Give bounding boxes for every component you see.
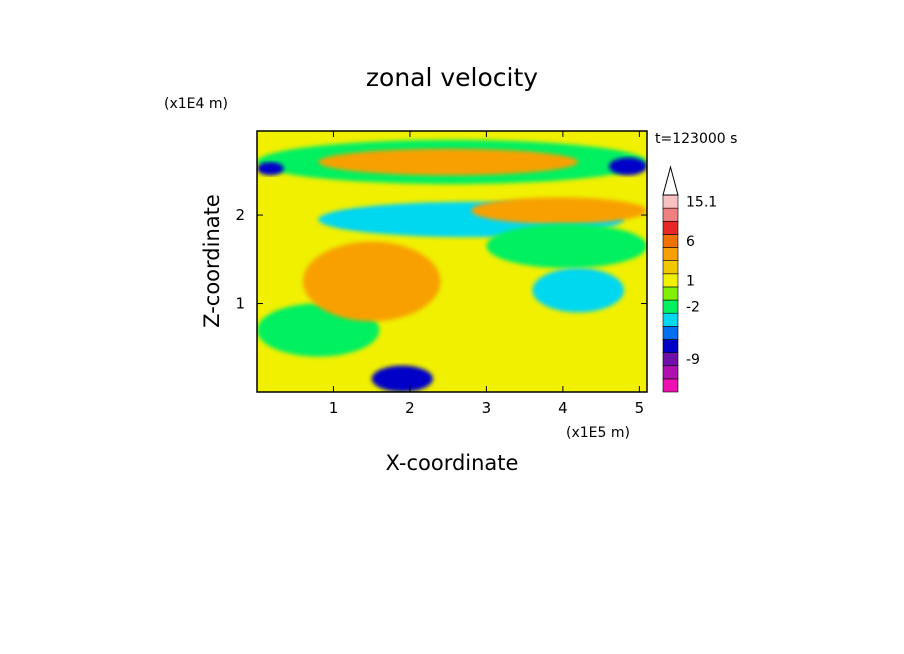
x-scale-label: (x1E5 m) <box>566 425 630 441</box>
chart-title: zonal velocity <box>366 63 538 92</box>
field-upper-orange-band <box>318 148 579 176</box>
colorbar-level <box>662 326 679 340</box>
colorbar-level <box>662 247 679 261</box>
y-axis: 12 <box>235 206 647 313</box>
contour-field <box>257 131 647 392</box>
colorbar-level <box>662 260 679 275</box>
field-upper-blue-right <box>608 157 647 176</box>
colorbar-level <box>662 286 679 301</box>
y-tick-label: 1 <box>235 295 245 313</box>
plot-frame <box>256 130 648 393</box>
colorbar-tick-label: 6 <box>686 234 695 250</box>
x-tick-label: 1 <box>329 399 339 417</box>
colorbar-tick-label: -2 <box>686 300 700 316</box>
x-tick-label: 4 <box>558 399 568 417</box>
colorbar-level <box>662 312 679 327</box>
y-tick-label: 2 <box>235 206 245 224</box>
x-axis: 1 2 3 4 5 <box>329 131 644 417</box>
y-scale-label: (x1E4 m) <box>164 96 228 112</box>
colorbar-level <box>662 378 679 393</box>
field-mid-orange-band <box>471 197 647 224</box>
colorbar-level <box>662 234 679 248</box>
colorbar-extend-arrow <box>662 165 679 196</box>
colorbar-level <box>662 220 679 235</box>
colorbar-level <box>662 352 679 367</box>
colorbar-level <box>662 194 679 209</box>
colorbar-tick-label: -9 <box>686 352 700 368</box>
colorbar-level <box>662 273 679 288</box>
field-mid-green-band <box>486 223 647 269</box>
colorbar-level <box>662 207 679 222</box>
field-upper-blue-left <box>257 161 284 176</box>
colorbar-level <box>662 299 679 314</box>
time-label: t=123000 s <box>655 131 737 147</box>
y-axis-label: Z-coordinate <box>200 194 224 328</box>
x-tick-label: 5 <box>635 399 645 417</box>
x-tick-label: 2 <box>405 399 415 417</box>
colorbar-level <box>662 339 679 353</box>
colorbar-tick-label: 1 <box>686 273 695 289</box>
field-right-cyan-blob <box>532 268 625 313</box>
colorbar-tick-label: 15.1 <box>686 195 717 211</box>
colorbar: 15.1 6 1 -2 -9 <box>662 165 717 393</box>
x-axis-label: X-coordinate <box>386 451 519 475</box>
colorbar-level <box>662 365 679 380</box>
field-lower-orange-center <box>302 241 441 322</box>
x-tick-label: 3 <box>482 399 492 417</box>
field-bottom-blue <box>371 365 433 392</box>
